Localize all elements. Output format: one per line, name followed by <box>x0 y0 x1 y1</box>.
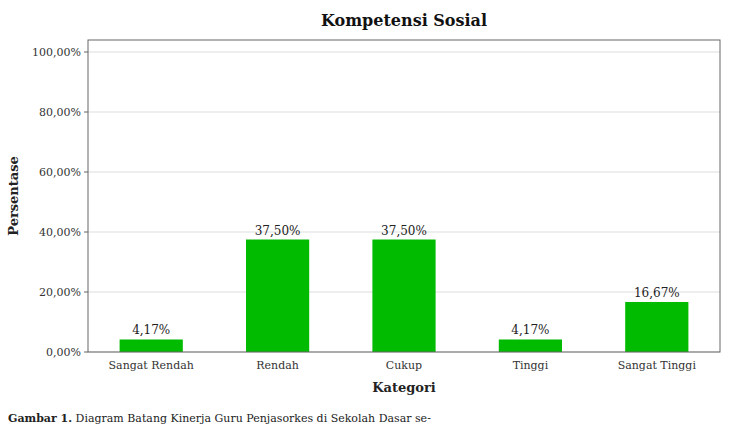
y-tick-label: 100,00% <box>32 46 81 59</box>
data-label: 4,17% <box>511 323 549 337</box>
y-tick <box>84 112 88 113</box>
y-axis-label: Persentase <box>6 156 21 236</box>
grid-line <box>88 112 720 113</box>
caption: Gambar 1. Diagram Batang Kinerja Guru Pe… <box>8 412 431 425</box>
y-tick-label: 20,00% <box>39 286 81 299</box>
grid <box>88 52 720 352</box>
x-tick-label: Tinggi <box>513 359 549 372</box>
x-tick-label: Cukup <box>386 359 422 372</box>
y-tick-label: 80,00% <box>39 106 81 119</box>
data-label: 37,50% <box>255 224 301 238</box>
caption-bold: Gambar 1. <box>8 412 72 425</box>
bar <box>499 339 562 352</box>
x-axis-label: Kategori <box>372 380 436 395</box>
data-labels: 4,17% 37,50% 37,50% 4,17% 16,67% <box>132 224 680 338</box>
grid-line <box>88 172 720 173</box>
data-label: 37,50% <box>381 224 427 238</box>
plot-frame <box>88 40 720 352</box>
data-label: 16,67% <box>634 286 680 300</box>
x-tick-label: Sangat Tinggi <box>618 359 697 372</box>
caption-text: Diagram Batang Kinerja Guru Penjasorkes … <box>72 412 431 425</box>
grid-line <box>88 52 720 53</box>
y-tick <box>84 232 88 233</box>
y-tick <box>84 352 88 353</box>
y-tick-label: 60,00% <box>39 166 81 179</box>
bar <box>120 339 183 352</box>
x-tick-label: Sangat Rendah <box>109 359 194 372</box>
bar <box>372 240 435 353</box>
bar <box>246 240 309 353</box>
chart: 4,17% 37,50% 37,50% 4,17% 16,67% 0,00% 20,00% 4… <box>0 0 738 430</box>
y-tick-label: 40,00% <box>39 226 81 239</box>
y-axis: 0,00% 20,00% 40,00% 60,00% 80,00% 100,00% <box>32 46 88 359</box>
y-tick <box>84 292 88 293</box>
bars <box>120 240 689 353</box>
y-tick <box>84 172 88 173</box>
x-axis: Sangat Rendah Rendah Cukup Tinggi Sangat Tin… <box>109 359 697 372</box>
data-label: 4,17% <box>132 323 170 337</box>
title: Kompetensi Sosial <box>321 11 487 30</box>
bar <box>625 302 688 352</box>
y-tick-label: 0,00% <box>46 346 81 359</box>
y-tick <box>84 52 88 53</box>
x-tick-label: Rendah <box>256 359 299 372</box>
